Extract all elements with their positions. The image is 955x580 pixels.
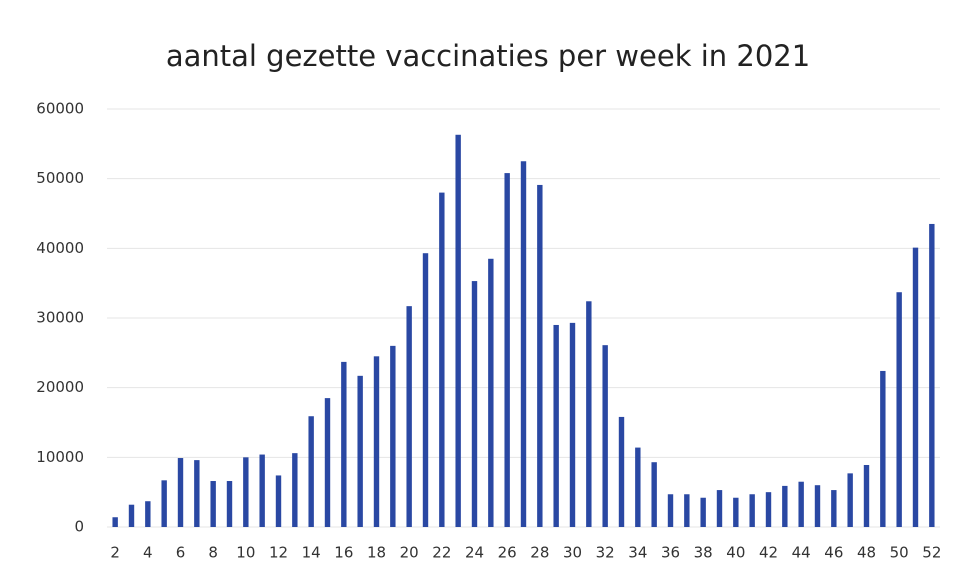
bar (275, 475, 282, 527)
bar (128, 504, 135, 527)
bar (161, 480, 167, 527)
bar (586, 301, 592, 527)
bar (765, 492, 772, 527)
bar (782, 485, 788, 527)
x-tick-label: 26 (498, 544, 517, 562)
bar (341, 361, 347, 527)
bar (537, 184, 543, 528)
bar (471, 281, 478, 527)
x-tick-label: 32 (596, 544, 615, 562)
bar (602, 345, 608, 527)
bar (651, 462, 657, 527)
bar (259, 454, 265, 527)
x-tick-label: 16 (334, 544, 353, 562)
x-tick-label: 20 (400, 544, 419, 562)
y-tick-label: 10000 (36, 448, 84, 466)
bar (504, 173, 510, 528)
bar (177, 458, 184, 527)
bar (929, 223, 935, 527)
y-tick-label: 50000 (36, 169, 84, 187)
x-tick-label: 42 (759, 544, 778, 562)
bar (308, 416, 314, 527)
bar (520, 161, 527, 527)
bar (700, 497, 706, 527)
bar (112, 517, 118, 527)
bar (863, 464, 870, 527)
x-tick-label: 6 (176, 544, 186, 562)
x-tick-label: 48 (857, 544, 876, 562)
bar (373, 356, 380, 527)
bar (210, 481, 216, 527)
x-tick-label: 8 (208, 544, 218, 562)
bar (912, 247, 919, 528)
bar (733, 497, 739, 527)
bar (618, 416, 625, 527)
x-tick-label: 12 (269, 544, 288, 562)
bar (831, 490, 837, 527)
bar (716, 490, 723, 527)
y-tick-label: 60000 (36, 100, 84, 118)
x-tick-label: 14 (302, 544, 321, 562)
bar (145, 501, 151, 527)
y-tick-label: 0 (74, 518, 84, 536)
bar (194, 460, 200, 527)
x-tick-label: 40 (726, 544, 745, 562)
y-tick-label: 30000 (36, 309, 84, 327)
bar (635, 447, 641, 527)
y-tick-label: 40000 (36, 239, 84, 257)
x-tick-label: 52 (922, 544, 941, 562)
x-tick-label: 4 (143, 544, 153, 562)
x-tick-label: 30 (563, 544, 582, 562)
bar (553, 324, 559, 527)
bar (455, 134, 461, 527)
bar (569, 322, 576, 527)
bar (243, 457, 249, 527)
bar (684, 494, 690, 527)
y-tick-label: 20000 (36, 378, 84, 396)
chart-title: aantal gezette vaccinaties per week in 2… (166, 39, 810, 73)
bar (406, 306, 412, 527)
x-tick-label: 34 (628, 544, 647, 562)
x-tick-label: 28 (530, 544, 549, 562)
x-tick-label: 36 (661, 544, 680, 562)
bar (422, 253, 429, 527)
x-tick-label: 18 (367, 544, 386, 562)
x-tick-label: 22 (432, 544, 451, 562)
bar (324, 398, 331, 527)
bar (896, 292, 902, 527)
bar (488, 258, 494, 527)
x-tick-label: 38 (694, 544, 713, 562)
bar (798, 481, 804, 527)
x-tick-label: 2 (110, 544, 120, 562)
bar (880, 370, 886, 527)
x-tick-label: 46 (824, 544, 843, 562)
x-tick-label: 50 (890, 544, 909, 562)
bar (390, 345, 396, 527)
bar (357, 375, 363, 527)
bar (439, 192, 445, 527)
bar (814, 485, 821, 527)
bar (667, 494, 674, 527)
bar (226, 481, 233, 527)
x-tick-label: 24 (465, 544, 484, 562)
bar (749, 494, 755, 527)
bar (847, 473, 853, 527)
bar (292, 453, 298, 527)
x-tick-label: 44 (792, 544, 811, 562)
x-tick-label: 10 (236, 544, 255, 562)
